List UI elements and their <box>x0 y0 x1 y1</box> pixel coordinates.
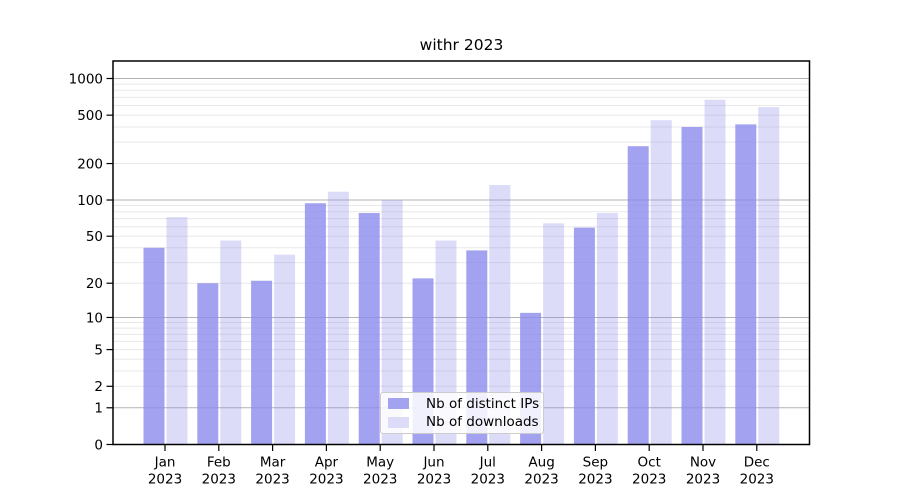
x-tick-label-month: Mar <box>260 455 286 471</box>
y-tick-label: 0 <box>94 437 103 453</box>
x-tick-label-month: Apr <box>315 455 339 471</box>
x-tick-label-year: 2023 <box>417 472 451 488</box>
y-tick-label: 100 <box>77 193 103 209</box>
bar-downloads-mar <box>274 254 296 445</box>
bar-distinct-ips-feb <box>197 283 219 445</box>
bar-downloads-jul <box>489 185 511 445</box>
legend-item-downloads: Nb of downloads <box>388 414 543 430</box>
bar-downloads-nov <box>704 99 726 445</box>
x-tick-label-year: 2023 <box>363 472 397 488</box>
legend-item-distinct-ips: Nb of distinct IPs <box>388 396 543 412</box>
y-tick-label: 1000 <box>69 71 103 87</box>
x-tick-label-month: Dec <box>744 455 770 471</box>
x-tick-label-month: Aug <box>528 455 554 471</box>
legend-swatch-distinct-ips <box>388 398 409 409</box>
bar-distinct-ips-nov <box>681 126 703 445</box>
legend: Nb of distinct IPs Nb of downloads <box>380 392 544 434</box>
bar-downloads-dec <box>758 107 780 445</box>
chart-title: withr 2023 <box>419 36 504 54</box>
x-tick-label-month: May <box>366 455 394 471</box>
bar-distinct-ips-may <box>358 213 380 445</box>
y-tick-label: 10 <box>86 310 103 326</box>
x-tick-label-year: 2023 <box>471 472 505 488</box>
x-tick-label-month: Jul <box>479 455 496 471</box>
bar-distinct-ips-dec <box>735 124 757 445</box>
legend-label-downloads: Nb of downloads <box>426 414 539 431</box>
legend-label-distinct-ips: Nb of distinct IPs <box>426 395 540 412</box>
bar-downloads-sep <box>596 213 618 445</box>
x-tick-label-month: Sep <box>583 455 608 471</box>
bar-downloads-apr <box>327 191 349 445</box>
x-tick-label-year: 2023 <box>309 472 343 488</box>
axes-frame <box>112 60 811 446</box>
x-tick-label-year: 2023 <box>686 472 720 488</box>
y-tick-label: 50 <box>86 229 103 245</box>
y-tick-label: 2 <box>94 379 103 395</box>
x-tick-label-month: Jun <box>422 455 444 471</box>
x-tick-label-month: Feb <box>207 455 231 471</box>
y-tick-label: 500 <box>77 108 103 124</box>
bar-distinct-ips-jan <box>143 247 165 445</box>
x-tick-label-year: 2023 <box>524 472 558 488</box>
x-tick-label-month: Nov <box>690 455 716 471</box>
y-tick-label: 1 <box>94 401 103 417</box>
y-tick-label: 5 <box>94 342 103 358</box>
x-tick-label-year: 2023 <box>632 472 666 488</box>
bar-downloads-may <box>381 200 403 445</box>
bar-distinct-ips-sep <box>573 227 595 445</box>
x-tick-label-year: 2023 <box>255 472 289 488</box>
x-tick-label-year: 2023 <box>578 472 612 488</box>
y-tick-label: 20 <box>86 276 103 292</box>
x-tick-label-month: Oct <box>638 455 661 471</box>
x-tick-label-year: 2023 <box>740 472 774 488</box>
bar-downloads-oct <box>650 120 672 445</box>
x-tick-label-year: 2023 <box>148 472 182 488</box>
bar-downloads-feb <box>220 240 242 445</box>
bar-distinct-ips-apr <box>304 203 326 445</box>
x-tick-label-month: Jan <box>154 455 176 471</box>
x-tick-label-year: 2023 <box>202 472 236 488</box>
bar-downloads-jan <box>166 217 188 445</box>
bar-distinct-ips-mar <box>251 280 273 445</box>
bar-distinct-ips-oct <box>627 146 649 445</box>
bar-downloads-aug <box>543 223 565 445</box>
y-tick-label: 200 <box>77 156 103 172</box>
legend-swatch-downloads <box>388 417 409 428</box>
